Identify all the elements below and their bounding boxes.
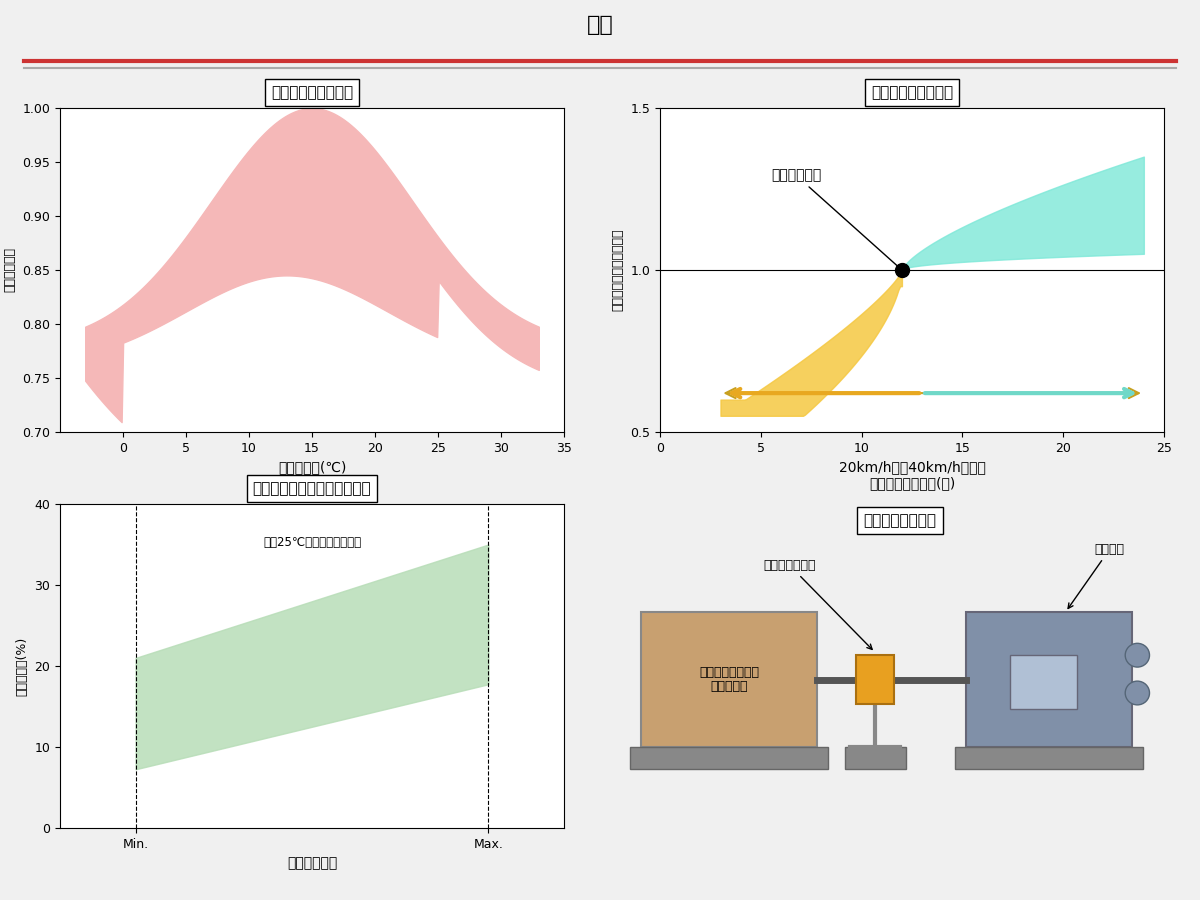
Y-axis label: 燃費悪化率(%): 燃費悪化率(%) xyxy=(16,636,29,696)
X-axis label: 月平均温度(℃): 月平均温度(℃) xyxy=(278,460,346,474)
Text: ダイナモメーター: ダイナモメーター xyxy=(864,513,936,527)
Text: 平均的な加速: 平均的な加速 xyxy=(770,168,900,268)
FancyBboxPatch shape xyxy=(845,747,906,769)
Y-axis label: 燃費悪化割合: 燃費悪化割合 xyxy=(4,248,17,292)
FancyBboxPatch shape xyxy=(966,612,1132,747)
Text: トルクメーター: トルクメーター xyxy=(763,559,872,650)
X-axis label: 20km/hから40km/hまでの
加速にかけた時間(秒): 20km/hから40km/hまでの 加速にかけた時間(秒) xyxy=(839,460,985,491)
Y-axis label: 加速による燃費悪化割合: 加速による燃費悪化割合 xyxy=(612,229,625,311)
FancyBboxPatch shape xyxy=(630,747,828,769)
FancyBboxPatch shape xyxy=(641,612,817,747)
FancyBboxPatch shape xyxy=(1010,655,1076,709)
Title: エアコン使用による燃費悪化: エアコン使用による燃費悪化 xyxy=(253,481,371,496)
Circle shape xyxy=(1126,644,1150,667)
Title: 月の平均温度と燃費: 月の平均温度と燃費 xyxy=(271,85,353,100)
Title: 加速による燃費悪化: 加速による燃費悪化 xyxy=(871,85,953,100)
Circle shape xyxy=(1126,681,1150,705)
Text: エンジン: エンジン xyxy=(1068,543,1124,608)
X-axis label: エアコン風量: エアコン風量 xyxy=(287,856,337,870)
Text: 燃費: 燃費 xyxy=(587,15,613,35)
FancyBboxPatch shape xyxy=(856,655,894,704)
FancyBboxPatch shape xyxy=(955,747,1142,769)
Text: ダイナモメーター
（動力計）: ダイナモメーター （動力計） xyxy=(698,665,758,694)
Text: 大気25℃、外気導入モード: 大気25℃、外気導入モード xyxy=(263,536,361,549)
